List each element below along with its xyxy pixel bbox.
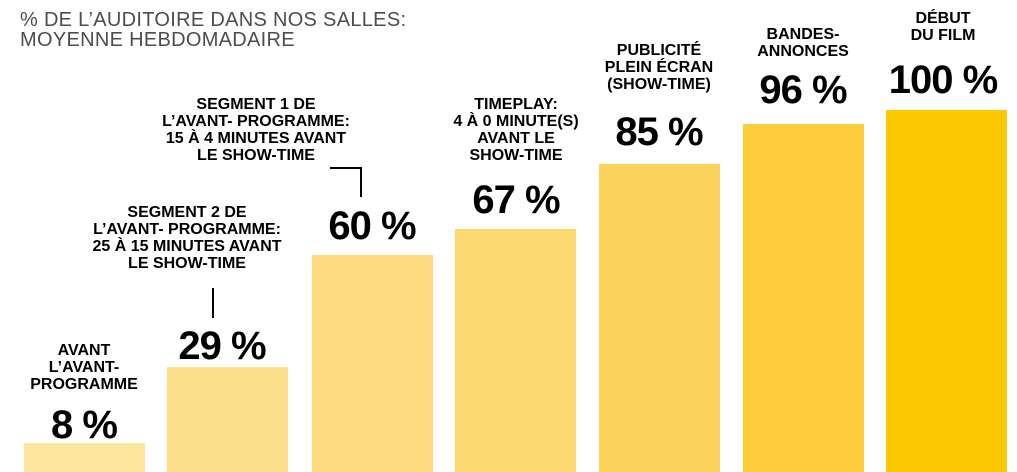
chart-title-line2: MOYENNE HEBDOMADAIRE xyxy=(20,29,295,51)
bar-value-label-7: 100 % xyxy=(888,58,998,102)
category-label-2: SEGMENT 2 DE L’AVANT- PROGRAMME: 25 À 15… xyxy=(92,204,282,272)
bar-value-label-4: 67 % xyxy=(472,178,560,222)
category-label-5: PUBLICITÉ PLEIN ÉCRAN (SHOW-TIME) xyxy=(604,42,714,93)
bar-7 xyxy=(886,110,1007,472)
bar-2 xyxy=(167,367,288,472)
bar-1 xyxy=(24,443,145,472)
chart-title-line1: % DE L’AUDITOIRE DANS NOS SALLES: xyxy=(20,9,407,31)
bar-5 xyxy=(599,164,720,472)
category-label-4: TIMEPLAY: 4 À 0 MINUTE(S) AVANT LE SHOW-… xyxy=(453,96,579,164)
category-label-7: DÉBUT DU FILM xyxy=(910,10,976,44)
leader-line-segment-1-h xyxy=(330,167,362,169)
bar-4 xyxy=(455,229,576,472)
leader-line-segment-2 xyxy=(212,288,214,318)
category-label-1: AVANT L’AVANT- PROGRAMME xyxy=(30,342,138,393)
chart-title: % DE L’AUDITOIRE DANS NOS SALLES: MOYENN… xyxy=(20,10,406,50)
category-label-6: BANDES- ANNONCES xyxy=(757,26,849,60)
leader-line-segment-1-v xyxy=(360,167,362,197)
bar-value-label-5: 85 % xyxy=(615,110,703,154)
bar-value-label-2: 29 % xyxy=(178,324,266,368)
bar-value-label-6: 96 % xyxy=(759,68,847,112)
category-label-3: SEGMENT 1 DE L’AVANT- PROGRAMME: 15 À 4 … xyxy=(162,96,350,164)
bar-6 xyxy=(743,124,864,472)
bar-value-label-1: 8 % xyxy=(51,403,118,447)
bar-value-label-3: 60 % xyxy=(328,204,416,248)
bar-3 xyxy=(312,254,433,472)
